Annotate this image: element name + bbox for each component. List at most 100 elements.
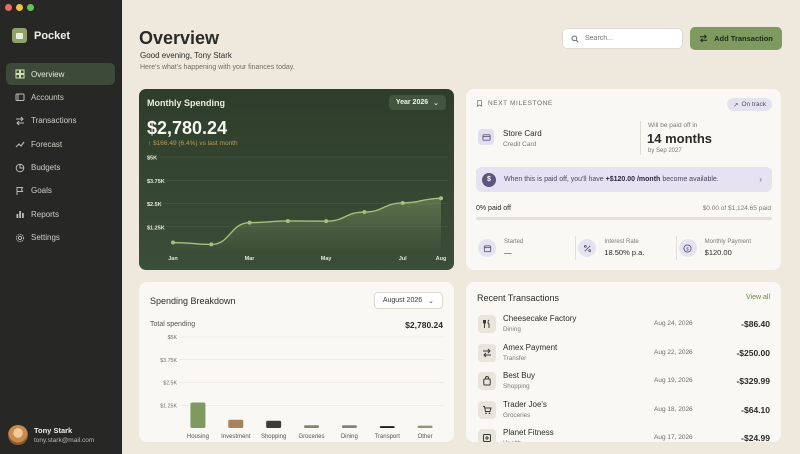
milestone-account-type: Credit Card	[503, 141, 537, 148]
transaction-row[interactable]: Planet Fitness Health Aug 17, 2026 -$24.99	[476, 424, 772, 442]
spending-point	[362, 210, 367, 215]
transaction-row[interactable]: Best Buy Shopping Aug 19, 2026 -$329.99	[476, 367, 772, 396]
search-icon	[571, 34, 579, 43]
zoom-window-button[interactable]	[27, 4, 34, 11]
transaction-date: Aug 19, 2026	[654, 377, 693, 384]
arrow-up-icon: ↑	[148, 140, 152, 147]
transaction-amount: -$86.40	[741, 319, 770, 329]
x-tick-label: Dining	[341, 434, 358, 440]
bar-investment[interactable]	[228, 419, 244, 428]
fork-knife-icon	[478, 315, 496, 333]
view-all-link[interactable]: View all	[746, 294, 770, 301]
month-select[interactable]: August 2026 ⌄	[373, 292, 443, 309]
milestone-banner[interactable]: $ When this is paid off, you'll have +$1…	[476, 167, 772, 192]
swap-icon	[700, 34, 708, 43]
sidebar-item-settings[interactable]: Settings	[6, 227, 115, 249]
banner-amount: +$120.00 /month	[605, 176, 661, 183]
transaction-category: Shopping	[503, 383, 530, 390]
grid-icon	[14, 69, 25, 80]
bar-shopping[interactable]	[266, 420, 282, 428]
x-tick-label: Mar	[245, 256, 256, 262]
transaction-row[interactable]: Amex Payment Transfer Aug 22, 2026 -$250.00	[476, 339, 772, 368]
gear-icon	[14, 232, 25, 243]
y-tick-label: $2.5K	[163, 381, 177, 387]
milestone-stat: $ Monthly Payment $120.00	[677, 236, 776, 260]
transaction-name: Planet Fitness	[503, 428, 554, 437]
transaction-date: Aug 24, 2026	[654, 320, 693, 327]
milestone-stat: Interest Rate 18.50% p.a.	[576, 236, 677, 260]
sidebar-item-goals[interactable]: Goals	[6, 180, 115, 202]
bar-other[interactable]	[417, 425, 433, 428]
wallet-icon	[14, 92, 25, 103]
status-badge: ↗ On track	[726, 98, 772, 111]
divider	[640, 121, 641, 155]
plus-box-icon	[478, 429, 496, 442]
y-tick-label: $1.25K	[147, 225, 165, 231]
spending-point	[400, 200, 405, 205]
sidebar-item-overview[interactable]: Overview	[6, 63, 115, 85]
transaction-date: Aug 17, 2026	[654, 434, 693, 441]
bar-groceries[interactable]	[304, 425, 319, 428]
progress-label: 0% paid off	[476, 205, 511, 212]
transaction-category: Dining	[503, 326, 521, 333]
sidebar-item-label: Transactions	[31, 116, 77, 126]
minimize-window-button[interactable]	[16, 4, 23, 11]
transaction-category: Groceries	[503, 411, 531, 419]
greeting: Good evening, Tony Stark	[140, 51, 232, 60]
x-tick-label: Jul	[399, 256, 407, 262]
close-window-button[interactable]	[5, 4, 12, 11]
milestone-stat: Started —	[476, 236, 577, 260]
transactions-list: Cheesecake Factory Dining Aug 24, 2026 -$86…	[476, 310, 772, 442]
spending-point	[324, 219, 329, 224]
swap-icon	[478, 343, 496, 362]
recent-transactions-card: Recent Transactions View all Cheesecake …	[466, 282, 781, 442]
wallet-logo-icon	[12, 28, 27, 43]
sidebar-item-accounts[interactable]: Accounts	[6, 86, 115, 108]
sidebar-item-transactions[interactable]: Transactions	[6, 110, 115, 132]
user-name: Tony Stark	[34, 426, 73, 435]
sidebar-item-label: Reports	[31, 209, 60, 219]
dollar-icon: $	[482, 172, 496, 187]
transaction-name: Cheesecake Factory	[503, 314, 577, 323]
stat-label: Started	[504, 239, 524, 245]
search-box[interactable]	[562, 28, 683, 49]
window-controls	[5, 4, 34, 11]
transaction-row[interactable]: Cheesecake Factory Dining Aug 24, 2026 -$86…	[476, 310, 772, 339]
sidebar-item-forecast[interactable]: Forecast	[6, 133, 115, 155]
trend-icon	[14, 139, 25, 150]
spending-point	[171, 240, 175, 245]
month-select-value: August 2026	[382, 297, 423, 304]
milestone-stats: Started — Interest Rate 18.50% p.a. $ Monthly…	[476, 236, 776, 260]
spending-line	[172, 197, 442, 246]
paid-off-date: by Sep 2027	[648, 148, 682, 154]
stat-label: Monthly Payment	[704, 239, 752, 245]
transaction-row[interactable]: Trader Joe's Groceries Aug 18, 2026 -$64.10	[476, 396, 772, 425]
chevron-right-icon: ›	[759, 175, 762, 184]
bar-dining[interactable]	[341, 425, 357, 428]
bar-housing[interactable]	[190, 402, 206, 428]
banner-prefix: When this is paid off, you'll have	[504, 176, 604, 183]
year-select-value: Year 2026	[395, 99, 429, 106]
spending-area	[173, 198, 441, 250]
sidebar-item-reports[interactable]: Reports	[6, 203, 115, 225]
page-subtitle: Here's what's happening with your financ…	[140, 64, 295, 71]
banner-suffix: become available.	[662, 176, 719, 183]
search-input[interactable]	[585, 35, 675, 42]
user-email: tony.stark@mail.com	[34, 437, 95, 444]
next-milestone-card: NEXT MILESTONE ↗ On track Store Card Cre…	[466, 89, 781, 270]
transaction-amount: -$250.00	[736, 347, 770, 358]
x-tick-label: Transport	[374, 434, 400, 440]
user-profile[interactable]: Tony Stark tony.stark@mail.com	[8, 425, 94, 445]
x-tick-label: Other	[418, 434, 433, 440]
transaction-name: Trader Joe's	[503, 399, 547, 409]
transaction-amount: -$24.99	[741, 433, 770, 442]
sidebar-item-budgets[interactable]: Budgets	[6, 157, 115, 179]
spending-point	[209, 242, 214, 247]
year-select[interactable]: Year 2026 ⌄	[388, 95, 446, 110]
add-transaction-button[interactable]: Add Transaction	[690, 27, 782, 50]
y-tick-label: $2.5K	[147, 202, 162, 208]
monthly-spending-amount: $2,780.24	[147, 118, 228, 138]
credit-card-icon	[478, 129, 494, 145]
bar-transport[interactable]	[379, 426, 395, 428]
avatar	[8, 425, 28, 445]
